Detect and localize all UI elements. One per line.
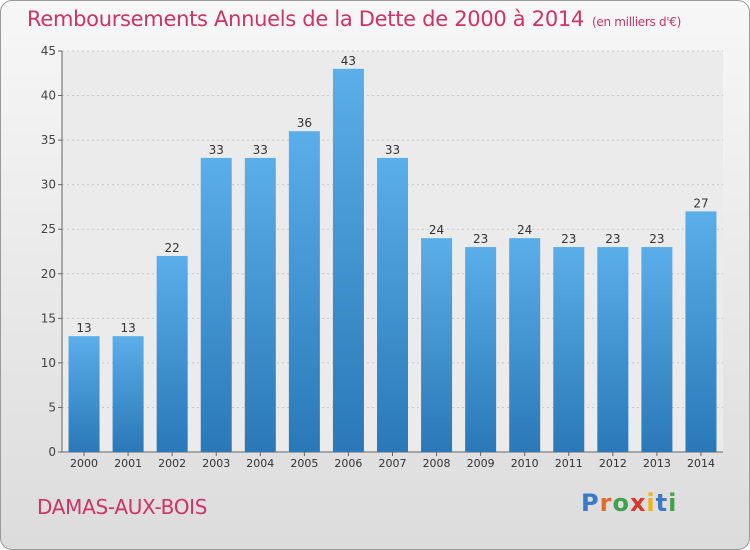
logo-letter: t bbox=[655, 489, 669, 517]
logo-letter: P bbox=[581, 489, 600, 517]
x-tick-label: 2014 bbox=[687, 457, 715, 470]
x-tick-label: 2009 bbox=[467, 457, 495, 470]
bar bbox=[509, 238, 541, 452]
x-tick-label: 2013 bbox=[643, 457, 671, 470]
bar-value-label: 33 bbox=[209, 143, 224, 157]
y-tick-label: 20 bbox=[41, 267, 56, 281]
bar-value-label: 33 bbox=[385, 143, 400, 157]
y-tick-label: 30 bbox=[41, 178, 56, 192]
bar-value-label: 23 bbox=[649, 232, 664, 246]
x-tick-label: 2012 bbox=[599, 457, 627, 470]
bar-value-label: 23 bbox=[473, 232, 488, 246]
bar-value-label: 24 bbox=[429, 223, 444, 237]
x-tick-label: 2006 bbox=[334, 457, 362, 470]
bar bbox=[377, 157, 408, 452]
bar bbox=[200, 157, 232, 452]
x-tick-label: 2005 bbox=[290, 457, 318, 470]
chart-title: Remboursements Annuels de la Dette de 20… bbox=[27, 7, 681, 31]
bar bbox=[553, 247, 585, 452]
chart-subtitle: (en milliers d'€) bbox=[592, 15, 682, 29]
bar bbox=[597, 247, 629, 452]
bar-value-label: 36 bbox=[297, 116, 312, 130]
commune-name: DAMAS-AUX-BOIS bbox=[37, 495, 208, 519]
x-tick-label: 2010 bbox=[511, 457, 539, 470]
y-tick-label: 35 bbox=[41, 133, 56, 147]
y-tick-label: 45 bbox=[41, 44, 56, 58]
x-tick-label: 2001 bbox=[114, 457, 142, 470]
bar bbox=[156, 255, 188, 452]
y-tick-label: 25 bbox=[41, 222, 56, 236]
bar bbox=[112, 336, 144, 452]
logo-letter: x bbox=[629, 489, 647, 517]
logo-letter: o bbox=[612, 489, 630, 517]
x-tick-label: 2008 bbox=[423, 457, 451, 470]
x-tick-label: 2000 bbox=[70, 457, 98, 470]
bar bbox=[641, 247, 673, 452]
bar-value-label: 13 bbox=[120, 321, 135, 335]
x-tick-label: 2007 bbox=[379, 457, 407, 470]
x-tick-label: 2004 bbox=[246, 457, 274, 470]
bar-value-label: 23 bbox=[605, 232, 620, 246]
y-tick-label: 5 bbox=[48, 400, 56, 414]
logo-letter: r bbox=[599, 489, 613, 517]
x-tick-label: 2003 bbox=[202, 457, 230, 470]
bar-value-label: 23 bbox=[561, 232, 576, 246]
bar-value-label: 22 bbox=[165, 241, 180, 255]
bar-value-label: 33 bbox=[253, 143, 268, 157]
bar-value-label: 43 bbox=[341, 54, 356, 68]
bar bbox=[685, 211, 717, 452]
x-tick-label: 2011 bbox=[555, 457, 583, 470]
x-tick-label: 2002 bbox=[158, 457, 186, 470]
bar-value-label: 27 bbox=[693, 196, 708, 210]
y-tick-label: 0 bbox=[48, 445, 56, 459]
bar bbox=[244, 157, 276, 452]
bar bbox=[421, 238, 453, 452]
bar bbox=[68, 336, 100, 452]
bar-value-label: 13 bbox=[76, 321, 91, 335]
logo-letter: i bbox=[646, 489, 656, 517]
y-tick-label: 10 bbox=[41, 356, 56, 370]
logo-letter: i bbox=[668, 489, 678, 517]
bar bbox=[465, 247, 497, 452]
bar bbox=[332, 68, 364, 453]
y-tick-label: 15 bbox=[41, 311, 56, 325]
title-text: Remboursements Annuels de la Dette de 20… bbox=[27, 7, 584, 31]
y-tick-label: 40 bbox=[41, 89, 56, 103]
proxiti-logo: Proxiti bbox=[581, 489, 677, 517]
bar-value-label: 24 bbox=[517, 223, 532, 237]
bar bbox=[288, 131, 320, 452]
